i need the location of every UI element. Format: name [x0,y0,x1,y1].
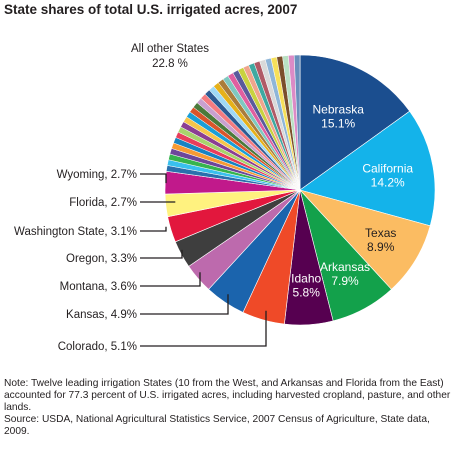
label-oregon: Oregon, 3.3% [66,253,137,265]
label-colorado: Colorado, 5.1% [58,341,137,353]
chart-notes: Note: Twelve leading irrigation States (… [4,378,456,438]
label-wyoming: Wyoming, 2.7% [57,169,137,181]
leader-kansas [140,294,229,315]
value-nebraska: 15.1% [321,117,355,131]
label-all-other-states: All other States [131,43,209,55]
label-montana: Montana, 3.6% [60,281,137,293]
chart-title: State shares of total U.S. irrigated acr… [4,2,298,17]
label-california: California [362,161,413,175]
other-states-stripes [166,54,301,191]
leader-oregon [140,249,183,259]
value-arkansas: 7.9% [331,274,359,288]
leader-montana [140,272,201,287]
leader-lines [140,173,267,347]
slice-california [299,110,436,227]
label-kansas: Kansas, 4.9% [66,309,137,321]
label-florida: Florida, 2.7% [69,197,137,209]
value-idaho: 5.8% [293,285,321,299]
other-state-stripe [293,54,301,191]
label-washington-state: Washington State, 3.1% [14,226,137,238]
note-text: Note: Twelve leading irrigation States (… [4,378,451,413]
label-arkansas: Arkansas [320,260,370,274]
label-texas: Texas [365,226,396,240]
value-california: 14.2% [371,175,405,189]
value-texas: 8.9% [367,240,395,254]
leader-colorado [140,310,267,347]
leader-washington-state [140,226,167,232]
leader-wyoming [140,173,167,184]
label-nebraska: Nebraska [313,103,365,117]
label-idaho: Idaho [291,271,321,285]
source-text: Source: USDA, National Agricultural Stat… [4,414,430,437]
value-all-other-states: 22.8 % [152,58,188,70]
slice-nebraska [299,54,411,191]
